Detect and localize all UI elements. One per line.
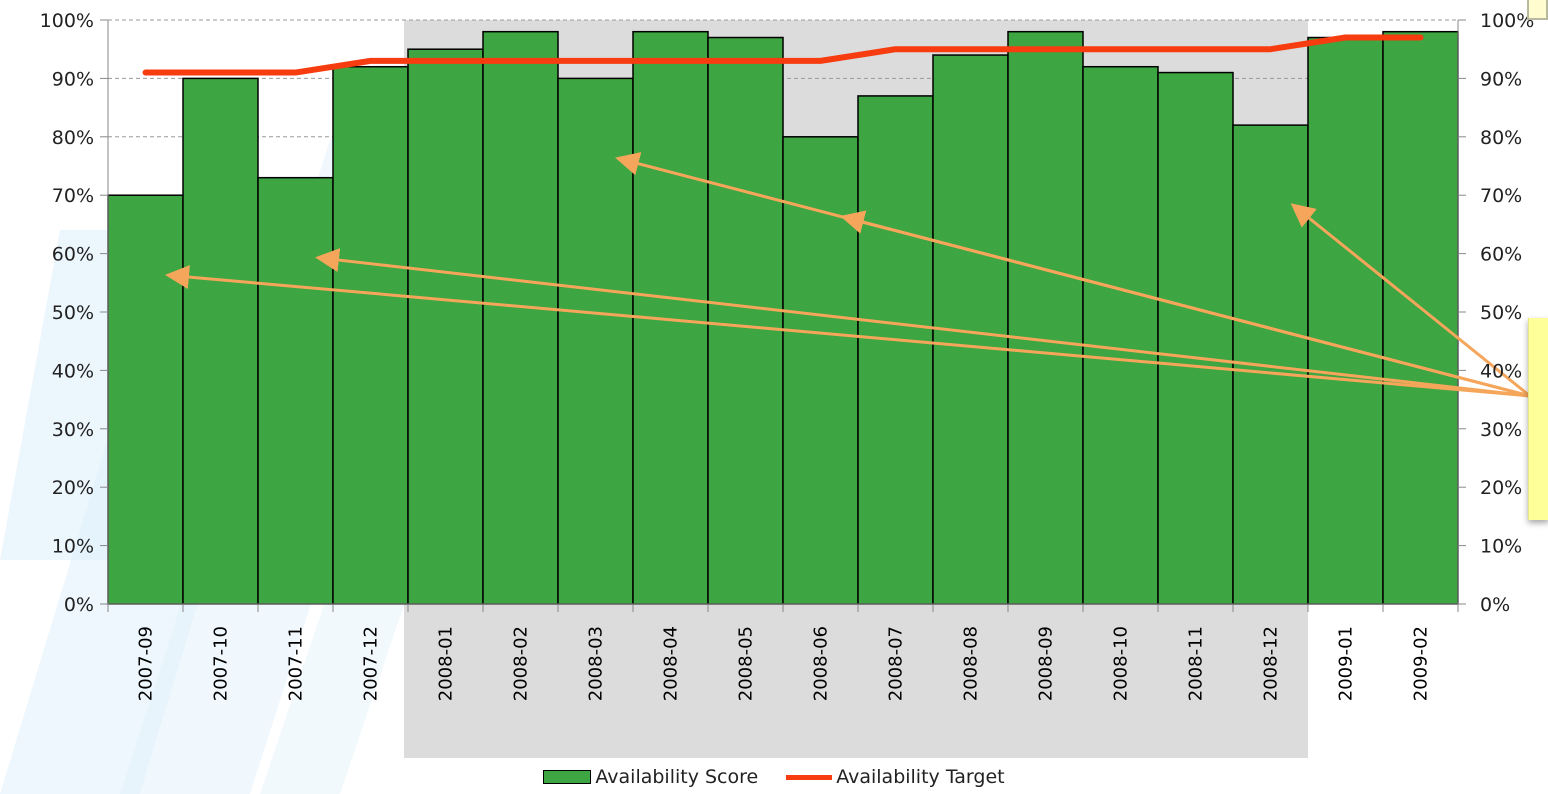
y-tick-label-right: 80%	[1480, 127, 1522, 149]
x-tick-label: 2008-09	[1036, 626, 1057, 701]
bar	[482, 30, 559, 605]
y-tick-label-left: 100%	[40, 10, 94, 32]
bar	[1157, 71, 1234, 605]
y-tick-label-right: 30%	[1480, 419, 1522, 441]
y-tick-label-left: 50%	[52, 302, 94, 324]
bar	[1082, 65, 1159, 605]
x-tick-label: 2008-03	[586, 626, 607, 701]
legend-swatch-target	[786, 774, 833, 780]
x-tick-label: 2008-06	[811, 626, 832, 701]
x-tick-label: 2007-10	[211, 626, 232, 701]
x-tick-label: 2008-01	[436, 626, 457, 701]
y-tick-label-right: 40%	[1480, 360, 1522, 382]
legend-label-score: Availability Score	[595, 766, 759, 788]
y-tick-label-right: 100%	[1480, 10, 1534, 32]
legend-label-target: Availability Target	[836, 766, 1005, 788]
x-tick-label: 2009-01	[1336, 626, 1357, 701]
bar	[857, 95, 934, 605]
y-tick-label-right: 10%	[1480, 536, 1522, 558]
y-tick-label-left: 0%	[64, 594, 94, 616]
annotation-arrow	[165, 265, 1531, 398]
bar	[1382, 30, 1459, 605]
x-tick-label: 2008-11	[1186, 626, 1207, 701]
bar	[107, 194, 184, 605]
x-tick-label: 2008-04	[661, 626, 682, 701]
bar	[257, 176, 334, 605]
legend: Availability Score Availability Target	[0, 764, 1548, 790]
annotation-arrow	[840, 210, 1531, 398]
x-tick-label: 2008-07	[886, 626, 907, 701]
bar	[1307, 36, 1384, 605]
y-tick-label-left: 80%	[52, 127, 94, 149]
bar	[782, 136, 859, 605]
y-tick-label-right: 20%	[1480, 477, 1522, 499]
y-tick-label-right: 70%	[1480, 185, 1522, 207]
y-tick-label-left: 70%	[52, 185, 94, 207]
annotation-arrow	[315, 248, 1531, 398]
x-tick-label: 2008-02	[511, 626, 532, 701]
x-tick-label: 2007-12	[361, 626, 382, 701]
bar	[557, 77, 634, 605]
x-tick-label: 2008-08	[961, 626, 982, 701]
bar	[182, 77, 259, 605]
bar	[707, 36, 784, 605]
x-tick-label: 2007-09	[136, 626, 157, 701]
x-tick-label: 2008-10	[1111, 626, 1132, 701]
x-tick-label: 2008-12	[1261, 626, 1282, 701]
callout-note	[1528, 318, 1548, 520]
target-line	[142, 34, 1424, 76]
y-tick-label-left: 10%	[52, 536, 94, 558]
annotation-arrow	[1290, 203, 1531, 398]
y-tick-label-left: 20%	[52, 477, 94, 499]
y-tick-label-left: 90%	[52, 68, 94, 90]
bar	[332, 65, 409, 605]
y-tick-label-right: 60%	[1480, 244, 1522, 266]
y-tick-label-left: 60%	[52, 244, 94, 266]
legend-item-target: Availability Target	[786, 766, 1005, 788]
x-tick-label: 2007-11	[286, 626, 307, 701]
x-tick-label: 2008-05	[736, 626, 757, 701]
x-tick-label: 2009-02	[1411, 626, 1432, 701]
legend-item-score: Availability Score	[543, 766, 758, 788]
bar	[407, 48, 484, 605]
legend-swatch-score	[543, 770, 592, 784]
callout-note-top	[1527, 0, 1548, 20]
y-tick-label-left: 30%	[52, 419, 94, 441]
y-tick-label-left: 40%	[52, 360, 94, 382]
y-tick-label-right: 0%	[1480, 594, 1510, 616]
y-tick-label-right: 50%	[1480, 302, 1522, 324]
bar	[1007, 30, 1084, 605]
y-tick-label-right: 90%	[1480, 68, 1522, 90]
